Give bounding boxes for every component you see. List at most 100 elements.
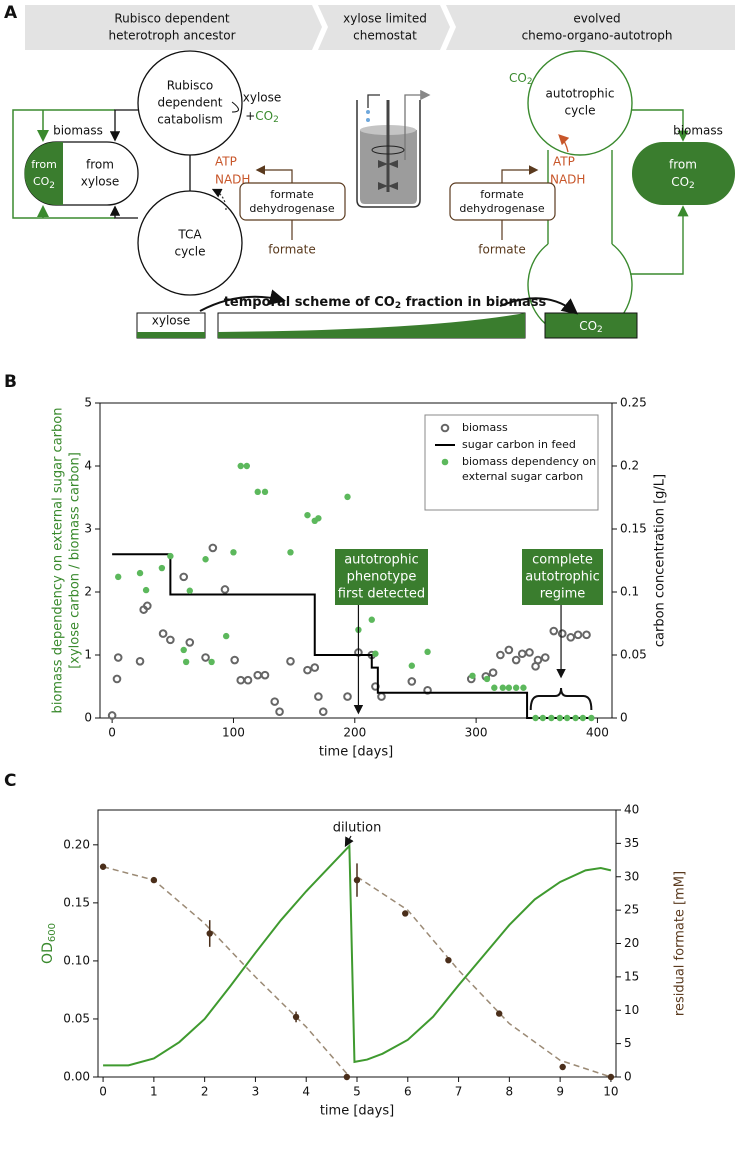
data-point	[372, 650, 379, 657]
data-point	[607, 1073, 615, 1081]
data-point	[525, 648, 534, 657]
stir-arrow	[371, 145, 405, 155]
data-point	[353, 876, 361, 884]
annotation-text: regime	[540, 587, 586, 602]
brace	[529, 687, 593, 711]
data-point	[377, 692, 386, 701]
x-axis-label: time [days]	[320, 1104, 394, 1119]
data-point	[343, 1073, 351, 1081]
data-line	[103, 843, 612, 1067]
capsule-label: from	[86, 158, 114, 172]
data-point	[563, 714, 571, 722]
biomass-label: biomass	[53, 124, 103, 138]
text-part: 2	[49, 181, 55, 191]
x-tick-label: 7	[455, 1085, 463, 1099]
y-tick-label: 0.15	[63, 895, 90, 909]
x-tick-label: 0	[99, 1085, 107, 1099]
capsule-label: from	[31, 158, 57, 171]
flux-arrow	[109, 109, 138, 142]
flux-line	[12, 109, 115, 219]
stage-label: heterotroph ancestor	[108, 29, 235, 43]
energy-label: ATP	[553, 155, 575, 169]
energy-label: NADH	[550, 173, 585, 187]
legend-label: sugar carbon in feed	[462, 438, 576, 451]
data-point	[491, 684, 498, 691]
capsule-label: CO2	[33, 175, 55, 191]
y2-tick-label: 20	[624, 936, 639, 950]
panel-label: C	[4, 771, 16, 791]
data-point	[559, 1063, 566, 1071]
fdh-label: formate	[480, 188, 524, 201]
data-point	[158, 629, 168, 638]
data-point	[573, 630, 583, 640]
feed-tube	[367, 94, 380, 108]
data-point	[150, 876, 158, 884]
text-line: biomass dependency on	[462, 455, 600, 468]
node-label: catabolism	[157, 113, 223, 127]
text-part: 2	[395, 301, 401, 311]
y-tick-label: 3	[84, 522, 92, 536]
x-tick-label: 0	[108, 726, 116, 740]
data-point	[142, 586, 150, 594]
data-point	[469, 672, 476, 679]
data-point	[186, 587, 193, 594]
stage-label: evolved	[573, 12, 620, 26]
data-point	[261, 488, 269, 496]
y2-tick-label: 0	[620, 711, 628, 725]
y-axis-label: [xylose carbon / biomass carbon]	[68, 452, 83, 669]
scheme-title: temporal scheme of CO2 fraction in bioma…	[224, 295, 547, 311]
data-point	[557, 629, 567, 638]
energy-label: NADH	[215, 173, 250, 187]
node-label: TCA	[177, 228, 202, 242]
data-point	[230, 655, 239, 665]
annotation-box	[522, 549, 603, 605]
data-point	[208, 543, 218, 553]
data-point	[167, 552, 174, 560]
data-point	[483, 675, 491, 683]
data-point	[548, 714, 555, 722]
outflow-tube	[404, 89, 431, 160]
y-tick-label: 0.05	[63, 1011, 90, 1025]
y-tick-label: 2	[84, 585, 92, 599]
node-label: Rubisco	[167, 79, 214, 93]
plot-frame	[97, 809, 617, 1078]
data-point	[292, 1013, 300, 1021]
y2-tick-label: 35	[624, 836, 639, 850]
droplet	[366, 110, 370, 114]
y2-tick-label: 5	[624, 1036, 632, 1050]
legend-box	[424, 414, 599, 511]
text-part: CO	[255, 109, 273, 123]
data-point	[424, 648, 431, 656]
data-point	[505, 684, 513, 691]
annotation-text: dilution	[333, 821, 382, 836]
annotation-text: complete	[532, 553, 593, 568]
data-point	[243, 462, 251, 470]
data-point	[315, 515, 322, 522]
data-point	[549, 626, 559, 636]
node-label: autotrophic	[546, 87, 615, 101]
data-point	[368, 616, 375, 623]
y-axis-label: OD600	[40, 923, 58, 964]
data-point	[344, 493, 351, 501]
data-point	[499, 684, 507, 691]
data-point	[588, 714, 595, 722]
stage-label: chemo-organo-autotroph	[522, 29, 673, 43]
data-point	[254, 488, 261, 496]
x-tick-label: 1	[150, 1085, 158, 1099]
y-tick-label: 0.10	[63, 953, 90, 967]
data-point	[220, 585, 230, 594]
y2-tick-label: 0.2	[620, 459, 639, 473]
x-tick-label: 200	[343, 726, 366, 740]
scheme-arrow	[499, 297, 579, 315]
y2-tick-label: 0.15	[620, 522, 647, 536]
text-part: fraction in biomass	[401, 295, 546, 310]
y2-tick-label: 0	[624, 1070, 632, 1084]
data-line	[102, 866, 612, 1078]
impeller	[378, 160, 398, 190]
data-point	[113, 653, 123, 662]
capsule-label: CO2	[671, 175, 695, 191]
y2-tick-label: 40	[624, 803, 639, 817]
data-point	[343, 692, 352, 701]
text-part: 2	[527, 77, 533, 87]
